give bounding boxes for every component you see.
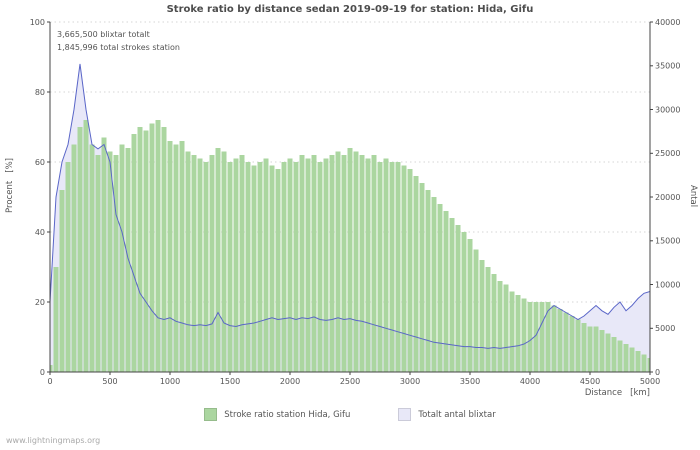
stroke-ratio-bars: [50, 120, 650, 372]
svg-text:20: 20: [35, 298, 45, 307]
svg-text:5000: 5000: [640, 377, 660, 386]
svg-text:1500: 1500: [220, 377, 240, 386]
svg-text:0: 0: [47, 377, 52, 386]
svg-text:60: 60: [35, 158, 45, 167]
x-axis-label: Distance [km]: [584, 388, 650, 398]
y-axis-right-label: Antal: [688, 185, 698, 208]
legend-item-total-strokes: Totalt antal blixtar: [398, 408, 496, 421]
chart-title: Stroke ratio by distance sedan 2019-09-1…: [166, 4, 534, 15]
svg-text:0: 0: [655, 368, 660, 377]
svg-text:1000: 1000: [160, 377, 180, 386]
svg-text:3000: 3000: [400, 377, 420, 386]
legend-item-stroke-ratio: Stroke ratio station Hida, Gifu: [204, 408, 350, 421]
svg-text:20000: 20000: [655, 193, 680, 202]
svg-text:0: 0: [40, 368, 45, 377]
svg-text:40: 40: [35, 228, 45, 237]
y-axis-left-label: Procent [%]: [5, 158, 15, 213]
svg-text:80: 80: [35, 88, 45, 97]
svg-text:500: 500: [102, 377, 117, 386]
svg-text:15000: 15000: [655, 237, 680, 246]
chart-legend: Stroke ratio station Hida, Gifu Totalt a…: [0, 408, 700, 421]
annotation-total-strokes: 3,665,500 blixtar totalt: [57, 30, 150, 39]
svg-text:10000: 10000: [655, 280, 680, 289]
svg-text:40000: 40000: [655, 18, 680, 27]
svg-text:4000: 4000: [520, 377, 540, 386]
svg-text:4500: 4500: [580, 377, 600, 386]
svg-text:100: 100: [30, 18, 45, 27]
svg-text:5000: 5000: [655, 324, 675, 333]
chart-annotations: 3,665,500 blixtar totalt 1,845,996 total…: [57, 28, 180, 54]
annotation-station-strokes: 1,845,996 total strokes station: [57, 43, 180, 52]
svg-text:25000: 25000: [655, 149, 680, 158]
svg-text:35000: 35000: [655, 62, 680, 71]
svg-text:2000: 2000: [280, 377, 300, 386]
lightningmaps-watermark-link[interactable]: www.lightningmaps.org: [6, 436, 101, 445]
legend-label-total-strokes: Totalt antal blixtar: [418, 409, 496, 420]
total-strokes-swatch: [398, 408, 412, 421]
legend-label-stroke-ratio: Stroke ratio station Hida, Gifu: [224, 409, 351, 420]
tick-labels: 0 500 1000 1500 2000 2500 3000 3500 4000 4500 5000…: [30, 18, 681, 386]
tick-marks: [47, 21, 653, 375]
svg-text:3500: 3500: [460, 377, 480, 386]
total-strokes-line: [50, 63, 650, 349]
stroke-ratio-swatch: [204, 408, 218, 421]
svg-text:2500: 2500: [340, 377, 360, 386]
svg-text:30000: 30000: [655, 105, 680, 114]
